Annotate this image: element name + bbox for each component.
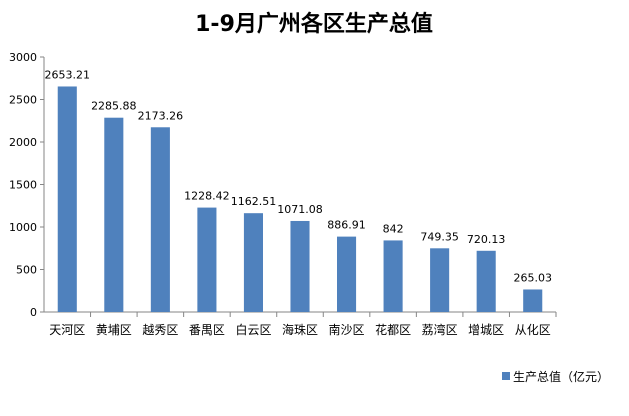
bar bbox=[476, 250, 496, 312]
category-labels: 天河区 黄埔区 越秀区 番禺区 白云区 海珠区 南沙区 花都区 荔湾区 增城区 从化区 bbox=[49, 322, 550, 337]
category-label: 白云区 bbox=[235, 322, 271, 337]
x-axis bbox=[44, 311, 557, 317]
data-label: 1071.08 bbox=[277, 203, 323, 216]
data-label: 1162.51 bbox=[231, 195, 277, 208]
legend-label: 生产总值（亿元） bbox=[513, 369, 609, 384]
bar bbox=[430, 248, 450, 312]
category-label: 海珠区 bbox=[282, 322, 318, 337]
legend-swatch bbox=[502, 372, 510, 380]
category-label: 番禺区 bbox=[189, 323, 225, 337]
bar bbox=[290, 220, 310, 312]
category-label: 荔湾区 bbox=[422, 322, 458, 337]
data-label: 842 bbox=[383, 222, 404, 235]
data-label: 1228.42 bbox=[184, 190, 230, 203]
y-tick-label: 0 bbox=[30, 306, 37, 319]
category-label: 黄埔区 bbox=[96, 323, 132, 337]
category-label: 天河区 bbox=[49, 323, 85, 337]
y-axis: 0 500 1000 1500 2000 2500 3000 bbox=[9, 51, 45, 319]
bar bbox=[150, 127, 170, 312]
data-label: 2285.88 bbox=[91, 100, 137, 113]
bars bbox=[57, 86, 543, 313]
category-label: 花都区 bbox=[375, 322, 411, 337]
data-label: 749.35 bbox=[420, 230, 459, 243]
legend: 生产总值（亿元） bbox=[502, 369, 609, 384]
bar bbox=[383, 240, 403, 312]
bar bbox=[197, 207, 217, 312]
data-label: 720.13 bbox=[467, 233, 506, 246]
data-label: 2173.26 bbox=[138, 109, 184, 122]
data-label: 265.03 bbox=[513, 271, 552, 284]
y-tick-label: 500 bbox=[16, 264, 37, 277]
category-label: 增城区 bbox=[468, 323, 504, 337]
bar bbox=[57, 86, 77, 313]
category-label: 越秀区 bbox=[142, 323, 178, 337]
y-tick-label: 1500 bbox=[9, 179, 37, 192]
bar bbox=[243, 213, 263, 312]
y-tick-label: 1000 bbox=[9, 221, 37, 234]
data-label: 2653.21 bbox=[45, 68, 91, 81]
y-tick-label: 2500 bbox=[9, 94, 37, 107]
category-label: 从化区 bbox=[515, 323, 551, 337]
data-label: 886.91 bbox=[327, 219, 366, 232]
category-label: 南沙区 bbox=[329, 322, 365, 337]
y-tick-label: 3000 bbox=[9, 51, 37, 64]
chart-title: 1-9月广州各区生产总值 bbox=[195, 11, 433, 37]
bar bbox=[104, 117, 124, 313]
y-tick-label: 2000 bbox=[9, 136, 37, 149]
bar bbox=[337, 236, 357, 312]
bar bbox=[523, 289, 543, 312]
